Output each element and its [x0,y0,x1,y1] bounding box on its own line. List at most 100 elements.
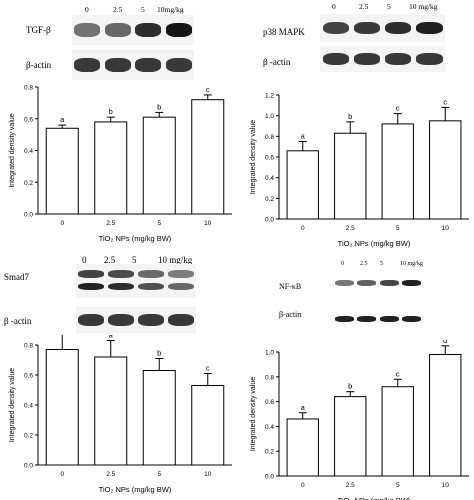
blot-band [138,282,164,291]
blot-label: p38 MAPK [263,27,305,37]
y-tick-label: 0.6 [265,155,274,162]
y-axis-label: Integrated density value [9,368,16,442]
blot-band [334,280,354,286]
lane-label: 10 mg/kg [409,2,438,11]
x-tick-label: 0 [60,471,64,478]
y-tick-label: 0.8 [265,134,274,141]
bar-chart: 0.0 0.2 0.4 0.6 0.8 1.0 Integrated density val… [250,340,469,500]
significance-letter: a [301,132,306,141]
blot-band [78,270,104,278]
blot-band [379,280,399,286]
significance-letter: c [206,364,210,373]
x-tick-label: 5 [396,482,400,489]
blot-band [74,58,101,72]
significance-letter: b [157,349,161,358]
bar [94,121,128,215]
x-tick-label: 2.5 [346,225,355,232]
blot-band [108,270,134,278]
y-tick-label: 1.0 [265,113,274,120]
blot-band [104,23,131,37]
blot-band [165,23,192,37]
lane-label: 2.5 [359,2,369,11]
bar [142,116,176,215]
significance-letter: b [348,112,352,121]
panel-smad7: 0 2.5 5 10 mg/kg Smad7 β -actin 0.0 0.2 0.… [0,250,237,500]
blot-band [379,316,399,322]
bar [286,418,319,477]
x-tick-label: 10 [442,482,450,489]
lane-label: 5 [132,255,137,265]
bar [381,123,414,220]
blot-label: β-actin [26,60,52,70]
significance-letter: c [206,85,210,94]
y-axis-label: Integrated density value [250,377,257,451]
y-tick-label: 0.2 [24,180,33,187]
lane-label: 10 mg/kg [158,255,193,265]
blot-label: β-actin [279,310,302,319]
significance-letter: b [109,107,113,116]
blot-band [385,53,412,65]
blot-image [320,14,445,42]
y-tick-label: 0.0 [265,474,274,481]
lane-label: 0 [85,5,89,14]
blot-band [168,314,194,326]
blot-band [135,23,162,37]
y-tick-label: 0.4 [265,424,274,431]
y-axis-label: Integrated density value [9,113,16,187]
y-tick-label: 0.2 [24,433,33,440]
blot-band [78,282,104,291]
blot-band [108,314,134,326]
blot-image [333,276,423,290]
bar [334,396,367,477]
bar [381,386,414,477]
significance-letter: a [301,403,306,412]
lane-label: 5 [387,2,391,11]
y-tick-label: 0.0 [24,463,33,470]
significance-letter: a [60,115,65,124]
blot-band [138,314,164,326]
x-tick-label: 10 [442,225,450,232]
blot-band [165,58,192,72]
x-tick-label: 5 [157,220,161,227]
lane-label: 10mg/kg [157,5,184,14]
blot-label: TGF-β [26,25,51,35]
blot-label: β -actin [263,57,291,67]
blot-band [322,21,349,35]
y-tick-label: 1.0 [265,350,274,357]
y-tick-label: 0.4 [24,403,33,410]
bar-chart: 0.0 0.2 0.4 0.6 0.8 Integrated density value a… [9,85,232,243]
x-tick-label: 10 [204,471,212,478]
y-tick-label: 0.0 [24,212,33,219]
x-tick-label: 5 [157,471,161,478]
blot-band [74,23,101,37]
x-tick-label: 10 [204,220,212,227]
y-tick-label: 0.6 [24,373,33,380]
y-tick-label: 0.0 [265,217,274,224]
blot-band [168,282,194,291]
bar [191,385,225,466]
lane-label: 0 [332,2,336,11]
lane-label: 10 mg/kg [400,261,423,267]
x-axis-label: TiO₂ NPs (mg/kg BW) [99,485,172,494]
significance-letter: c [396,104,400,113]
bar [142,370,176,466]
lane-label: 5 [380,261,383,267]
blot-band [357,316,377,322]
blot-label: NF-κB [279,282,302,291]
significance-letter: c [443,97,447,106]
blot-band [353,53,380,65]
y-tick-label: 0.6 [265,399,274,406]
blot-band [78,314,104,326]
blot-image [72,50,194,80]
blot-image [72,15,194,45]
panel-tgf-beta: 0 2.5 5 10mg/kg TGF-β β-actin 0.0 0.2 0.4 0… [0,0,237,250]
blot-band [322,53,349,65]
blot-band [353,21,380,35]
y-tick-label: 1.2 [265,93,274,100]
bar-chart: 0.0 0.2 0.4 0.6 0.8 Integrated density value a… [9,335,232,494]
blot-image [320,46,445,72]
x-tick-label: 0 [301,482,305,489]
blot-band [416,53,443,65]
blot-image [76,307,196,333]
y-tick-label: 0.8 [24,85,33,92]
